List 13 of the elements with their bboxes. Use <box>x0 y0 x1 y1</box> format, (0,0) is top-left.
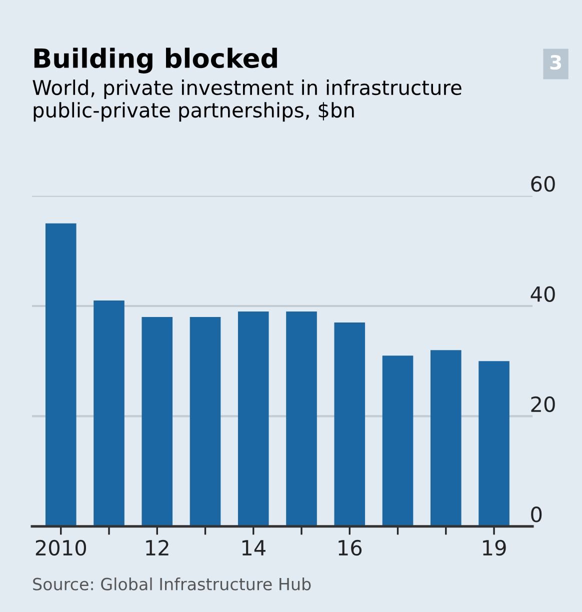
x-tick-label: 19 <box>483 540 506 556</box>
source-note: Source: Global Infrastructure Hub <box>33 578 311 590</box>
chart-subtitle: World, private investment in infrastructure public-private partnerships, $bn <box>32 80 462 122</box>
y-tick-label: 40 <box>530 286 555 302</box>
text: 3 <box>550 54 562 70</box>
y-tick-label: 60 <box>531 176 555 192</box>
y-tick-label: 20 <box>531 396 555 412</box>
x-tick-label: 16 <box>338 540 362 556</box>
chart-title: Building blocked <box>34 48 277 74</box>
x-tick-label: 12 <box>146 540 168 556</box>
x-tick-label: 2010 <box>36 540 86 556</box>
x-tick-label: 14 <box>242 540 266 556</box>
y-tick-label: 0 <box>531 506 542 522</box>
